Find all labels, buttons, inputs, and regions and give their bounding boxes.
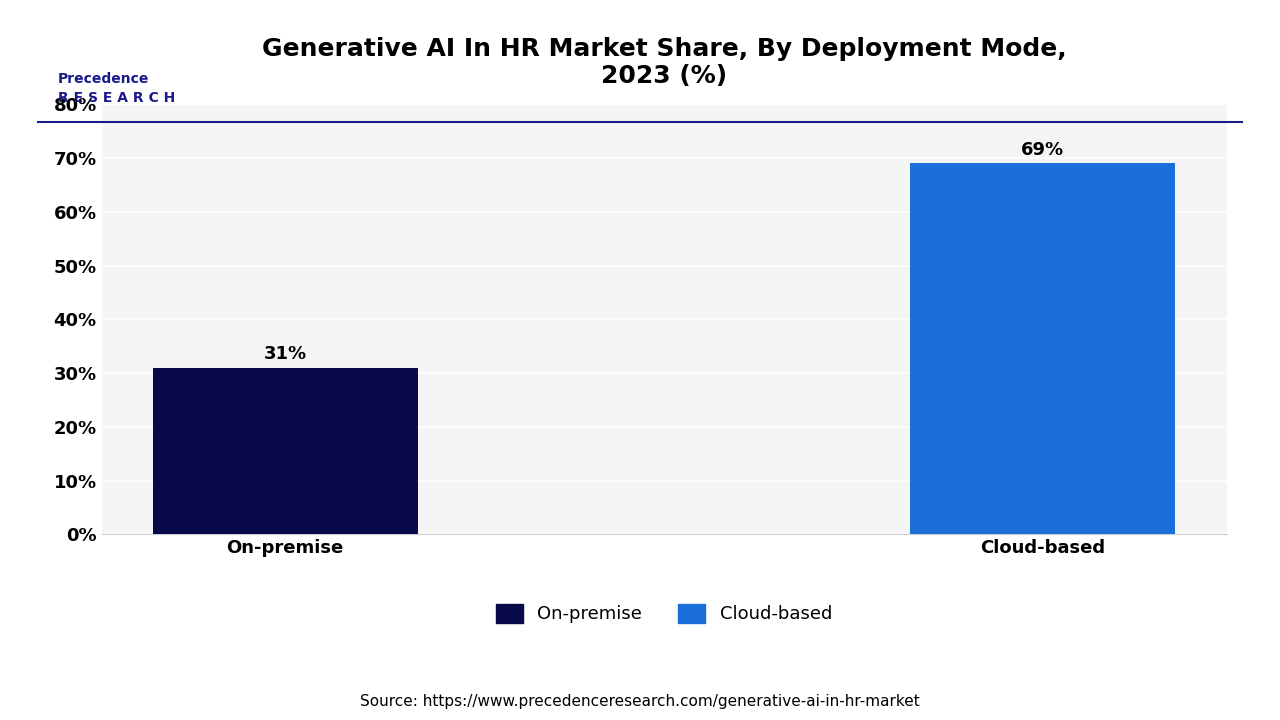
Text: Source: https://www.precedenceresearch.com/generative-ai-in-hr-market: Source: https://www.precedenceresearch.c… bbox=[360, 693, 920, 708]
Bar bbox=[910, 163, 1175, 534]
Text: 69%: 69% bbox=[1021, 141, 1065, 159]
Text: Precedence
R E S E A R C H: Precedence R E S E A R C H bbox=[58, 72, 175, 106]
Bar bbox=[152, 368, 417, 534]
Title: Generative AI In HR Market Share, By Deployment Mode,
2023 (%): Generative AI In HR Market Share, By Dep… bbox=[261, 37, 1066, 89]
Legend: On-premise, Cloud-based: On-premise, Cloud-based bbox=[486, 595, 841, 632]
Text: 31%: 31% bbox=[264, 346, 307, 364]
